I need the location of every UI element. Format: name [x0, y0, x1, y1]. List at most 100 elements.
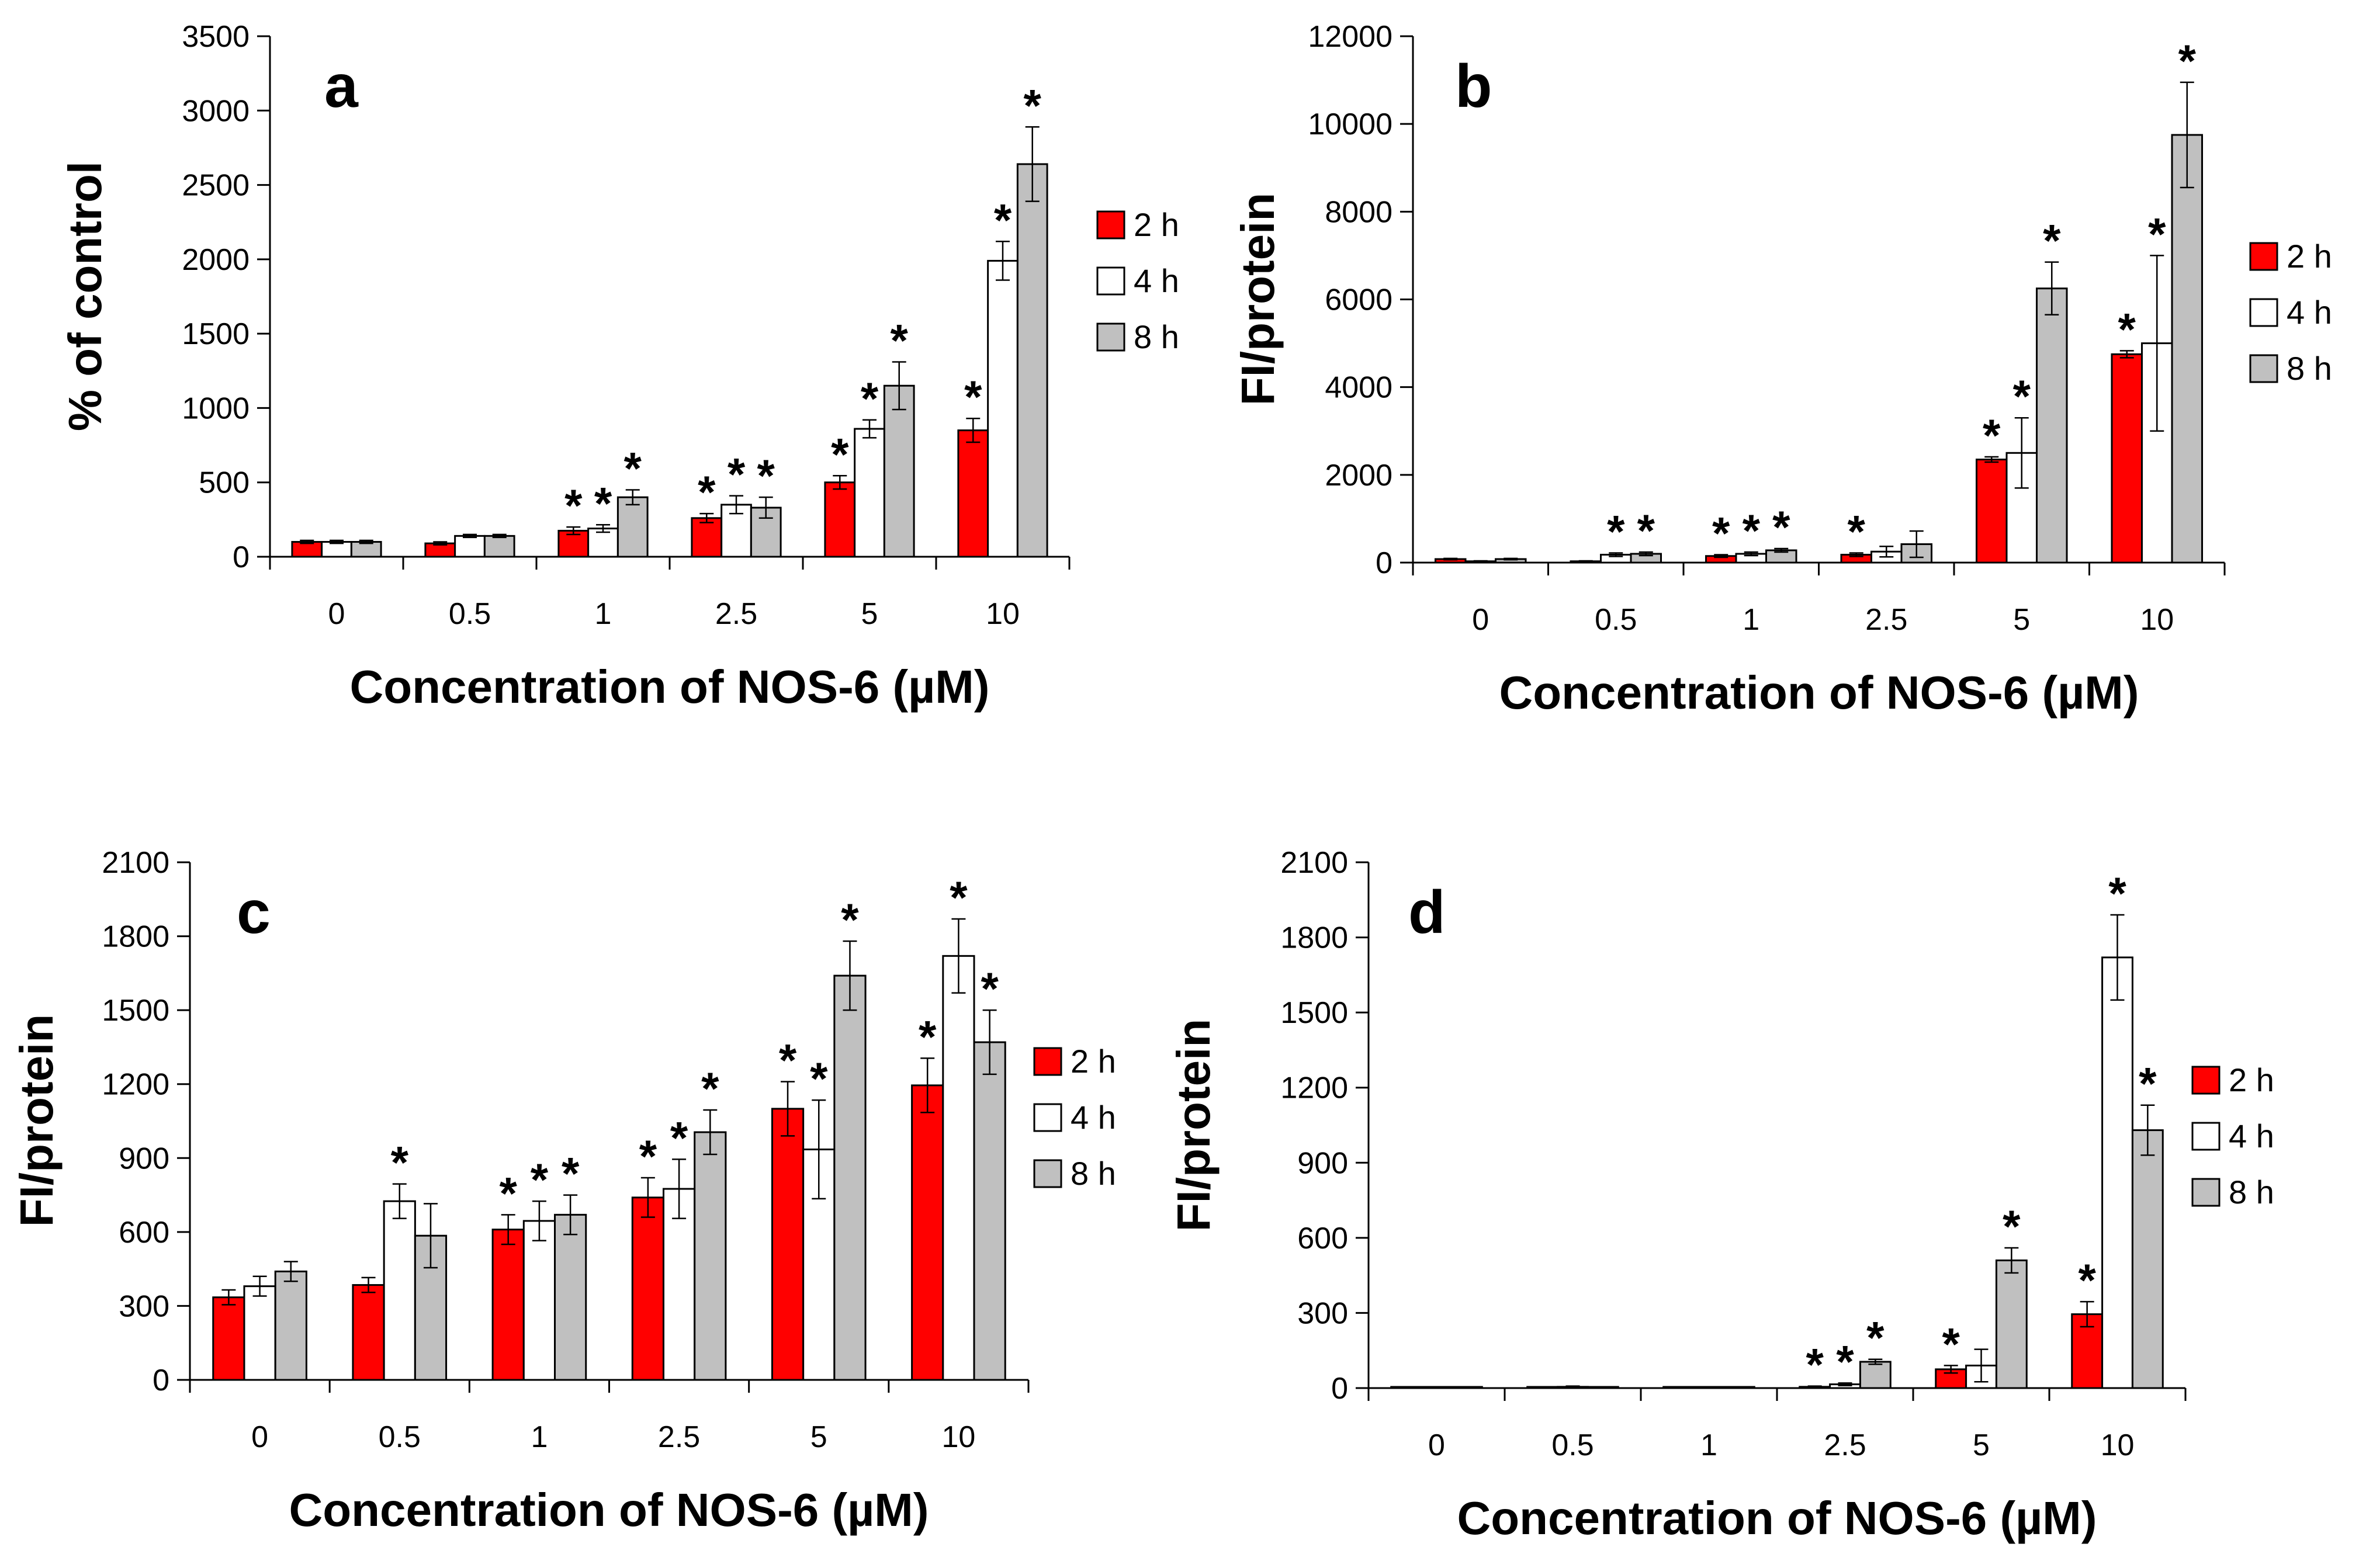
bar-4h-2 — [522, 1220, 556, 1381]
x-tick-label: 1 — [595, 597, 612, 631]
x-tick-label: 0.5 — [379, 1420, 421, 1454]
legend-label: 2 h — [2287, 238, 2332, 275]
y-tick-label: 600 — [119, 1216, 169, 1250]
legend-label: 4 h — [1071, 1099, 1116, 1136]
bar-8h-4 — [1995, 1259, 2028, 1389]
panel-letter: d — [1408, 879, 1446, 946]
bar-2h-4 — [824, 481, 856, 558]
bar-8h-4 — [2036, 287, 2068, 564]
significance-star: * — [624, 442, 642, 494]
x-tick-label: 2.5 — [1865, 603, 1907, 637]
x-axis-title: Concentration of NOS-6 (µM) — [1457, 1492, 2097, 1544]
significance-star: * — [981, 963, 999, 1014]
bar-4h-4 — [854, 428, 885, 558]
x-tick-label: 0.5 — [1595, 603, 1637, 637]
significance-star: * — [594, 477, 612, 529]
y-tick-label: 1200 — [102, 1068, 169, 1102]
significance-star: * — [2043, 215, 2061, 266]
y-tick-label: 1500 — [182, 317, 250, 351]
significance-star: * — [757, 450, 775, 501]
x-tick-label: 0.5 — [449, 597, 491, 631]
significance-star: * — [1637, 505, 1655, 556]
legend-swatch — [1033, 1047, 1062, 1076]
legend-swatch — [2191, 1066, 2221, 1095]
y-tick-label: 2000 — [1325, 459, 1392, 492]
bar-4h-5 — [2101, 956, 2133, 1389]
significance-star: * — [2118, 303, 2136, 355]
bar-8h-4 — [833, 974, 867, 1381]
legend: 2 h 4 h 8 h — [2249, 238, 2332, 387]
bar-8h-0 — [274, 1270, 307, 1381]
y-tick-label: 6000 — [1325, 283, 1392, 317]
bar-8h-5 — [2131, 1129, 2164, 1389]
significance-star: * — [1772, 501, 1790, 553]
x-tick-label: 0.5 — [1551, 1428, 1594, 1462]
x-tick-label: 10 — [2140, 603, 2174, 637]
y-tick-label: 1500 — [102, 994, 169, 1028]
significance-star: * — [2108, 868, 2126, 919]
significance-star: * — [1607, 505, 1625, 557]
x-axis-title: Concentration of NOS-6 (µM) — [289, 1484, 929, 1536]
significance-star: * — [950, 872, 968, 923]
y-tick-label: 0 — [1331, 1372, 1348, 1406]
legend-swatch — [2249, 354, 2278, 383]
legend: 2 h 4 h 8 h — [1033, 1043, 1116, 1192]
significance-star: * — [500, 1167, 518, 1219]
legend-label: 8 h — [1134, 318, 1179, 355]
bar-8h-2 — [554, 1213, 587, 1381]
y-tick-label: 2100 — [102, 846, 169, 880]
x-tick-label: 5 — [861, 597, 878, 631]
bar-8h-5 — [973, 1041, 1006, 1381]
legend-label: 2 h — [1134, 206, 1179, 243]
legend-label: 8 h — [1071, 1155, 1116, 1192]
y-tick-label: 8000 — [1325, 195, 1392, 229]
significance-star: * — [994, 194, 1012, 245]
chart-panel-c: 0 300 600 900 1200 1500 1800 2100 0 0.5 1 2.5 5 10 * * *… — [11, 846, 1116, 1536]
legend-label: 8 h — [2287, 350, 2332, 387]
y-tick-label: 1800 — [1280, 921, 1348, 955]
significance-star: * — [2178, 35, 2197, 86]
significance-star: * — [1806, 1339, 1824, 1390]
legend-swatch — [1096, 210, 1125, 240]
legend-swatch — [2191, 1178, 2221, 1207]
y-tick-label: 300 — [119, 1289, 169, 1323]
bar-2h-1 — [352, 1284, 385, 1381]
bar-8h-0 — [350, 541, 382, 558]
y-tick-label: 1800 — [102, 920, 169, 954]
significance-star: * — [1942, 1318, 1960, 1369]
y-tick-label: 1500 — [1280, 996, 1348, 1030]
legend-swatch — [1033, 1159, 1062, 1188]
x-tick-label: 5 — [810, 1420, 827, 1454]
bar-4h-5 — [942, 955, 975, 1381]
significance-star: * — [2003, 1201, 2021, 1252]
x-tick-label: 10 — [941, 1420, 975, 1454]
significance-star: * — [919, 1011, 937, 1062]
significance-star: * — [891, 315, 909, 366]
significance-star: * — [391, 1137, 409, 1188]
significance-star: * — [1836, 1335, 1854, 1387]
legend-swatch — [1033, 1103, 1062, 1132]
significance-star: * — [670, 1112, 688, 1163]
significance-star: * — [562, 1148, 580, 1199]
x-tick-label: 0 — [1472, 603, 1489, 637]
x-tick-label: 0 — [1428, 1428, 1445, 1462]
legend-swatch — [2249, 242, 2278, 271]
significance-star: * — [1866, 1312, 1885, 1364]
panel-letter: b — [1455, 53, 1492, 120]
bar-4h-1 — [383, 1200, 416, 1381]
significance-star: * — [810, 1053, 828, 1104]
x-axis-title: Concentration of NOS-6 (µM) — [350, 661, 990, 713]
y-tick-label: 3500 — [182, 20, 250, 54]
significance-star: * — [2013, 370, 2031, 422]
y-tick-label: 2000 — [182, 243, 250, 277]
y-tick-label: 4000 — [1325, 371, 1392, 405]
y-tick-label: 500 — [199, 466, 250, 500]
bar-4h-0 — [321, 541, 352, 558]
legend-swatch — [2249, 298, 2278, 327]
legend-swatch — [1096, 266, 1125, 296]
significance-star: * — [728, 449, 746, 500]
panel-letter: c — [237, 879, 271, 946]
y-axis-title: FI/protein — [1168, 1019, 1220, 1231]
